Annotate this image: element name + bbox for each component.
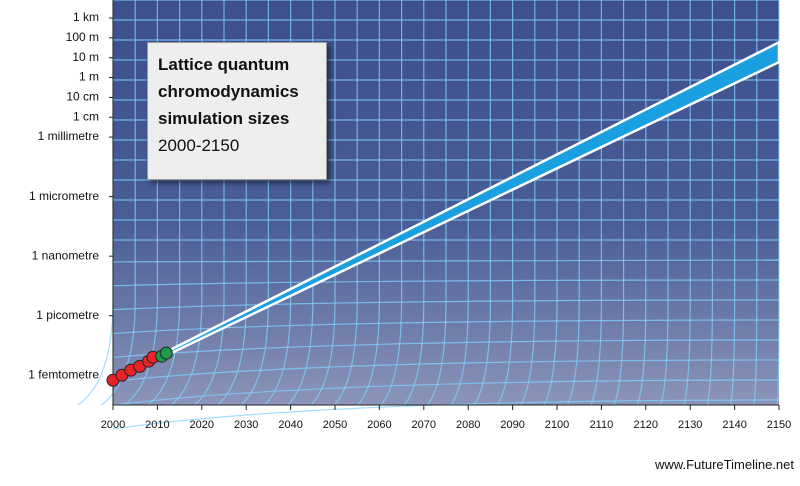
backdrop-line [112,379,780,406]
backdrop-line [112,299,780,311]
backdrop-line [112,319,780,335]
backdrop-line [706,0,713,406]
y-tick-label: 1 picometre [36,308,99,322]
backdrop-line [380,0,403,406]
backdrop-line [660,0,669,406]
x-tick-label: 2060 [367,419,391,431]
backdrop-line [357,0,380,406]
backdrop-line [730,0,736,406]
chart-title: Lattice quantum chromodynamics simulatio… [158,55,299,128]
backdrop-line [753,0,758,406]
x-tick-label: 2130 [678,419,702,431]
x-tick-label: 2030 [234,419,258,431]
x-tick-label: 2100 [545,419,569,431]
backdrop-line [450,0,469,406]
x-tick-label: 2070 [412,419,436,431]
chart-subtitle: 2000-2150 [158,136,240,155]
backdrop-line [264,0,292,406]
backdrop-line [636,0,647,406]
grid-backdrop [77,0,780,430]
y-tick-label: 1 nanometre [32,248,100,262]
backdrop-line [497,0,514,406]
x-tick-label: 2090 [500,419,524,431]
backdrop-line [112,339,780,359]
backdrop-line [112,279,780,287]
x-tick-label: 2120 [634,419,658,431]
y-tick-label: 100 m [66,30,99,44]
x-tick-label: 2140 [722,419,746,431]
x-tick-label: 2010 [145,419,169,431]
data-point [159,346,173,360]
backdrop-line [100,0,136,406]
backdrop-line [194,0,225,406]
backdrop-line [310,0,336,406]
y-tick-label: 1 m [79,70,99,84]
backdrop-line [683,0,691,406]
x-tick-label: 2020 [190,419,214,431]
y-tick-label: 1 cm [73,109,99,123]
backdrop-line [333,0,358,406]
x-tick-label: 2110 [590,419,614,431]
backdrop-line [403,0,425,406]
credit: www.FutureTimeline.net [655,457,794,472]
y-tick-label: 1 millimetre [38,129,100,143]
y-tick-label: 1 femtometre [28,367,99,381]
y-tick-label: 10 cm [66,90,99,104]
title-box: Lattice quantum chromodynamics simulatio… [147,42,327,180]
x-tick-label: 2080 [456,419,480,431]
backdrop-line [147,0,181,406]
backdrop-line [112,359,780,382]
y-tick-label: 1 km [73,10,99,24]
y-tick-label: 10 m [72,50,99,64]
backdrop-line [287,0,314,406]
x-tick-label: 2150 [767,419,791,431]
backdrop-line [473,0,491,406]
backdrop-line [776,0,780,406]
x-tick-label: 2000 [101,419,125,431]
backdrop-line [613,0,625,406]
x-tick-label: 2050 [323,419,347,431]
y-tick-label: 1 micrometre [29,189,99,203]
backdrop-line [427,0,447,406]
x-tick-label: 2040 [278,419,302,431]
